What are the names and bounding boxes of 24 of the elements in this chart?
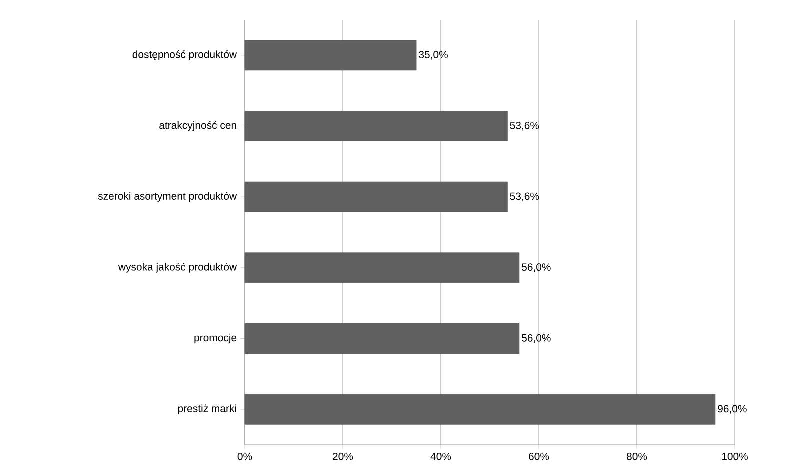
y-tick-label: szeroki asortyment produktów [98,192,238,202]
bar [244,182,508,212]
y-tick-label: promocje [194,334,237,344]
x-tick-label: 100% [722,452,748,460]
bar [244,394,716,425]
x-tick-label: 80% [626,452,648,460]
y-tick-label: prestiż marki [178,404,236,414]
x-tick-label: 20% [333,452,354,460]
y-tick-label: wysoka jakość produktów [118,262,238,273]
x-tick-label: 60% [529,452,550,460]
y-tick-label: atrakcyjność cen [160,121,236,132]
data-label: 96,0% [718,405,747,414]
data-label: 56,0% [522,264,551,272]
y-tick-label: dostępność produktów [132,50,238,60]
x-tick-label: 0% [238,452,252,460]
data-label: 35,0% [419,51,448,60]
data-label: 53,6% [510,192,540,202]
data-label: 53,6% [510,122,540,131]
bar [244,324,520,354]
data-label: 56,0% [522,334,551,344]
bar [244,252,520,284]
bar [244,111,508,142]
bar [244,40,417,71]
x-tick-label: 40% [430,452,452,460]
